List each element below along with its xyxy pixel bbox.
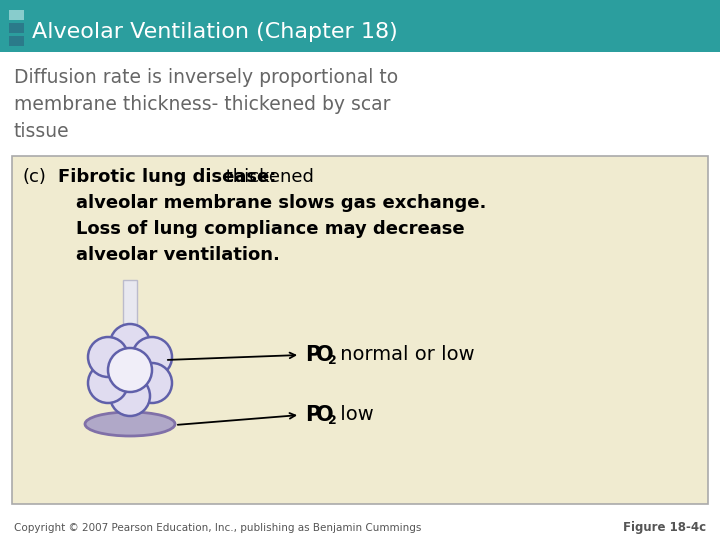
Text: O: O [316,345,333,365]
Text: Diffusion rate is inversely proportional to: Diffusion rate is inversely proportional… [14,68,398,87]
Bar [0,0,720,52]
Bar [9,36,24,46]
Circle shape [110,376,150,416]
Text: normal or low: normal or low [334,346,474,365]
Circle shape [110,324,150,364]
Text: alveolar membrane slows gas exchange.: alveolar membrane slows gas exchange. [76,194,487,212]
Text: tissue: tissue [14,122,70,141]
Text: P: P [305,405,320,425]
Circle shape [108,348,152,392]
Bar [9,23,24,33]
Text: Loss of lung compliance may decrease: Loss of lung compliance may decrease [76,220,464,238]
Circle shape [132,363,172,403]
Bar [12,156,708,504]
Text: O: O [316,405,333,425]
Circle shape [88,363,128,403]
Text: membrane thickness- thickened by scar: membrane thickness- thickened by scar [14,95,390,114]
Text: Copyright © 2007 Pearson Education, Inc., publishing as Benjamin Cummings: Copyright © 2007 Pearson Education, Inc.… [14,523,421,533]
Bar [9,10,24,20]
Text: low: low [334,406,374,424]
Text: P: P [305,345,320,365]
Text: thickened: thickened [220,168,314,186]
Text: Figure 18-4c: Figure 18-4c [623,522,706,535]
Circle shape [88,337,128,377]
Text: 2: 2 [328,414,337,427]
Text: Fibrotic lung disease:: Fibrotic lung disease: [58,168,276,186]
Text: Alveolar Ventilation (Chapter 18): Alveolar Ventilation (Chapter 18) [32,22,397,42]
FancyBboxPatch shape [123,280,137,330]
Ellipse shape [85,412,175,436]
Text: 2: 2 [328,354,337,367]
Text: alveolar ventilation.: alveolar ventilation. [76,246,280,264]
Text: (c): (c) [22,168,46,186]
Circle shape [132,337,172,377]
